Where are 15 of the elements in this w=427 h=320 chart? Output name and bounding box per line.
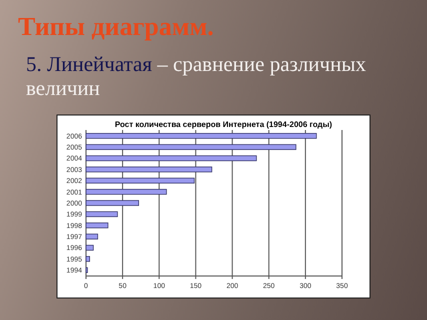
bar bbox=[86, 211, 118, 218]
text: 5. Линейчатая bbox=[26, 52, 152, 76]
bar bbox=[86, 188, 167, 195]
bar bbox=[86, 256, 90, 262]
chart-title: Рост количества серверов Интернета (1994-2006 годы) bbox=[114, 120, 332, 129]
bar bbox=[86, 144, 296, 150]
bar bbox=[86, 155, 257, 162]
bar bbox=[86, 222, 108, 228]
bar bbox=[86, 234, 98, 240]
bar bbox=[86, 133, 317, 139]
bar bbox=[86, 178, 195, 184]
bar bbox=[86, 200, 140, 206]
text: Типы диаграмм. bbox=[18, 12, 214, 42]
bar bbox=[86, 244, 94, 251]
bar bbox=[86, 166, 212, 172]
